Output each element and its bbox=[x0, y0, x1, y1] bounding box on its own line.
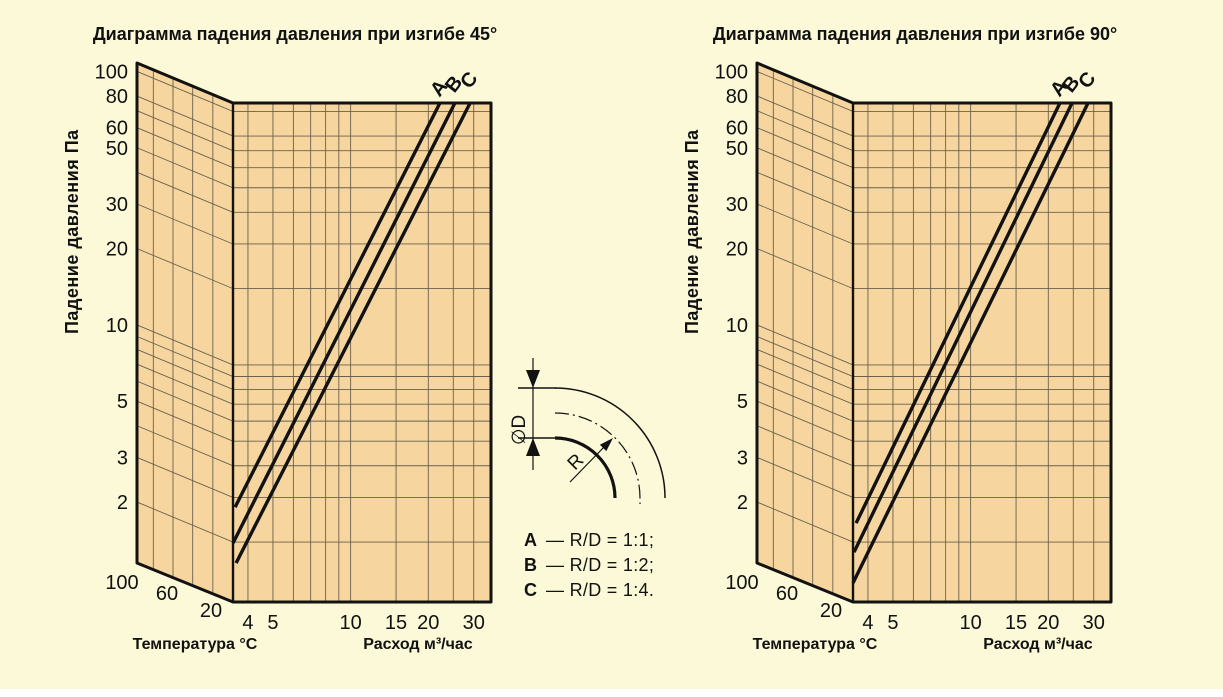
legend-item-a: A — R/D = 1:1; bbox=[524, 528, 654, 553]
dimension-arrow-up-icon bbox=[526, 438, 540, 456]
y-tick-label: 3 bbox=[737, 447, 748, 469]
temp-tick-label: 100 bbox=[105, 572, 138, 594]
dimension-arrow-down-icon bbox=[526, 370, 540, 388]
series-line-C bbox=[851, 102, 1090, 584]
temp-tick-label: 20 bbox=[820, 600, 842, 622]
bend-centerline bbox=[554, 412, 641, 504]
legend-key-b: B bbox=[524, 555, 537, 575]
y-tick-label: 50 bbox=[106, 138, 128, 160]
legend-text-c: — R/D = 1:4. bbox=[546, 580, 655, 600]
temp-tick-label: 20 bbox=[200, 600, 222, 622]
x-tick-label: 10 bbox=[960, 612, 982, 634]
x-tick-label: 30 bbox=[1083, 612, 1105, 634]
x-tick-label: 15 bbox=[1005, 612, 1027, 634]
legend-text-b: — R/D = 1:2; bbox=[546, 555, 655, 575]
flow-axis-label-90: Расход м³/час bbox=[983, 636, 1093, 653]
radius-label: R bbox=[564, 450, 589, 475]
y-tick-label: 50 bbox=[726, 138, 748, 160]
radius-arrow-line bbox=[569, 443, 608, 483]
bend-inner-arc bbox=[554, 436, 617, 499]
y-tick-label: 60 bbox=[726, 118, 748, 140]
y-tick-label: 10 bbox=[106, 315, 128, 337]
x-tick-label: 15 bbox=[385, 612, 407, 634]
y-tick-label: 100 bbox=[715, 61, 748, 83]
chart-title-90: Диаграмма падения давления при изгибе 90… bbox=[712, 24, 1118, 44]
legend-item-c: C — R/D = 1:4. bbox=[524, 578, 654, 603]
series-line-B bbox=[852, 102, 1074, 553]
x-tick-label: 4 bbox=[862, 612, 873, 634]
temp-axis-label-45: Температура °С bbox=[132, 636, 258, 653]
y-tick-label: 30 bbox=[106, 194, 128, 216]
series-line-A bbox=[854, 102, 1062, 524]
y-tick-label: 100 bbox=[95, 61, 128, 83]
series-line-B bbox=[231, 102, 457, 544]
bend-outer-arc bbox=[554, 387, 666, 499]
y-axis-label-45: Падение давления Па bbox=[62, 129, 82, 334]
bend-figure: ∅D R bbox=[509, 358, 666, 504]
chart-title-45: Диаграмма падения давления при изгибе 45… bbox=[92, 24, 498, 44]
legend-item-b: B — R/D = 1:2; bbox=[524, 553, 654, 578]
y-tick-label: 10 bbox=[726, 315, 748, 337]
y-tick-label: 2 bbox=[117, 492, 128, 514]
y-tick-label: 2 bbox=[737, 492, 748, 514]
y-axis-label-90: Падение давления Па bbox=[682, 129, 702, 334]
diameter-label: ∅D bbox=[509, 415, 530, 445]
y-tick-label: 80 bbox=[726, 86, 748, 108]
center-legend: ∅D R A — R/D = 1:1; B — R/D = 1:2; C — R/D … bbox=[505, 350, 715, 640]
x-tick-label: 5 bbox=[267, 612, 278, 634]
y-tick-label: 30 bbox=[726, 194, 748, 216]
series-line-C bbox=[234, 102, 472, 564]
y-tick-label: 5 bbox=[737, 391, 748, 413]
chart-90-bend: A B C 100 80 60 50 30 20 10 5 3 2 4 5 10 15 20 30 100 60 20 Д… bbox=[620, 0, 1223, 697]
x-tick-label: 4 bbox=[242, 612, 253, 634]
y-tick-label: 80 bbox=[106, 86, 128, 108]
x-tick-label: 20 bbox=[1037, 612, 1059, 634]
y-tick-label: 60 bbox=[106, 118, 128, 140]
y-tick-label: 20 bbox=[106, 239, 128, 261]
y-tick-label: 5 bbox=[117, 391, 128, 413]
y-tick-label: 3 bbox=[117, 447, 128, 469]
temp-tick-label: 100 bbox=[725, 572, 758, 594]
temp-tick-label: 60 bbox=[156, 583, 178, 605]
x-tick-label: 30 bbox=[463, 612, 485, 634]
legend-key-a: A bbox=[524, 530, 537, 550]
x-tick-label: 5 bbox=[887, 612, 898, 634]
temp-tick-label: 60 bbox=[776, 583, 798, 605]
bottom-white-strip bbox=[0, 689, 1223, 697]
plot-area-fill bbox=[853, 103, 1111, 602]
y-tick-label: 20 bbox=[726, 239, 748, 261]
radius-arrowhead-icon bbox=[599, 438, 613, 452]
chart-45-bend: A B C 100 80 60 50 30 20 10 5 3 2 4 5 10 15 20 30 100 60 20 Д… bbox=[62, 24, 498, 653]
legend-key-c: C bbox=[524, 580, 537, 600]
flow-axis-label-45: Расход м³/час bbox=[363, 636, 473, 653]
x-tick-label: 10 bbox=[340, 612, 362, 634]
temp-axis-label-90: Температура °С bbox=[752, 636, 878, 653]
series-line-A bbox=[233, 102, 442, 508]
legend-text-a: — R/D = 1:1; bbox=[546, 530, 655, 550]
x-tick-label: 20 bbox=[417, 612, 439, 634]
bend-legend: A — R/D = 1:1; B — R/D = 1:2; C — R/D = 1:4… bbox=[524, 528, 654, 603]
temp-panel-fill bbox=[137, 63, 233, 602]
temp-panel-fill bbox=[757, 63, 853, 602]
plot-area-fill bbox=[233, 103, 491, 602]
